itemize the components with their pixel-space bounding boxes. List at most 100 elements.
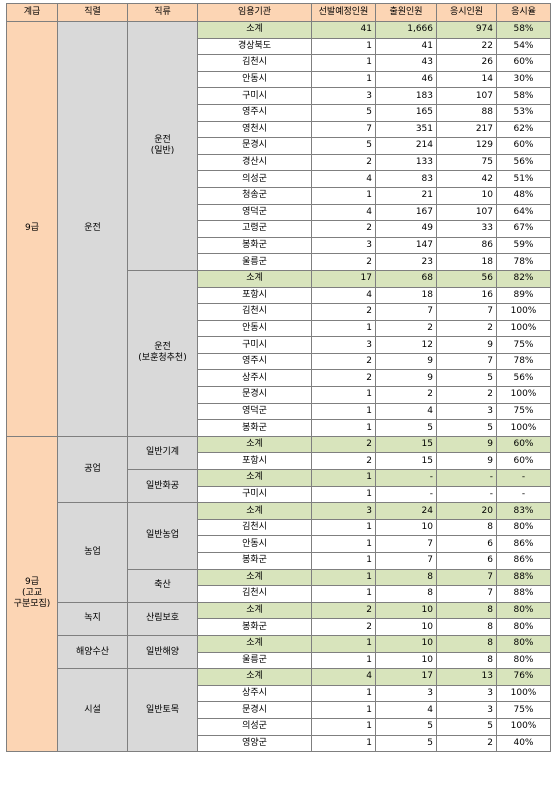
table-row: 구미시 1- - - (7, 485, 551, 504)
rate-cell: 86% (496, 535, 551, 553)
rate-cell: 100% (496, 386, 551, 404)
grade-cell: 9급 (6, 21, 58, 437)
org-cell: 고령군 (197, 220, 312, 238)
selected-cell: 1 (311, 485, 376, 504)
org-cell: 영양군 (197, 734, 312, 753)
org-cell: 청송군 (197, 186, 312, 205)
examinees-cell: 2 (436, 386, 497, 404)
selected-cell: 4 (311, 286, 376, 305)
rate-cell: 30% (496, 70, 551, 89)
rate-cell: 80% (496, 618, 551, 636)
applicants-cell: 7 (375, 303, 437, 321)
selected-cell: 17 (311, 269, 376, 288)
applicants-cell: 49 (375, 220, 437, 238)
examinees-cell: 6 (436, 552, 497, 570)
org-cell: 상주시 (197, 369, 312, 388)
applicants-cell: 4 (375, 701, 437, 719)
table-row: 상주시 1 3 3 100% (7, 684, 551, 703)
selected-cell: 1 (311, 552, 376, 570)
org-cell: 소계 (197, 601, 312, 620)
table-row: 상주시 2 9 5 56% (7, 369, 551, 388)
table-row: 봉화군 2 10 8 80% (7, 618, 551, 636)
selected-cell: 1 (311, 684, 376, 703)
org-cell: 소계 (197, 269, 312, 288)
table-row: 경상북도 1 41 22 54% (7, 37, 551, 56)
series-cell: 해양수산 (57, 634, 128, 670)
selected-cell: 1 (311, 319, 376, 338)
selected-cell: 1 (311, 402, 376, 421)
selected-cell: 2 (311, 352, 376, 371)
selected-cell: 2 (311, 601, 376, 620)
header-cell: 응시율 (496, 3, 551, 22)
type-cell: 운전 (보훈청추천) (127, 269, 198, 437)
org-cell: 문경시 (197, 701, 312, 719)
applicants-cell: 17 (375, 668, 437, 686)
subtotal-row: 시설 일반토목 소계 4 17 13 76% (7, 668, 551, 753)
examinees-cell: 217 (436, 120, 497, 139)
table-row: 김천시 2 7 7 100% (7, 303, 551, 321)
selected-cell: 1 (311, 634, 376, 653)
rate-cell: 78% (496, 253, 551, 271)
org-cell: 김천시 (197, 303, 312, 321)
org-cell: 소계 (197, 469, 312, 487)
rate-cell: - (496, 469, 551, 487)
grade-cell: 9급 (고교 구분모집) (6, 435, 58, 753)
applicants-cell: 10 (375, 634, 437, 653)
type-cell: 일반해양 (127, 634, 198, 670)
rate-cell: 75% (496, 402, 551, 421)
org-cell: 경상북도 (197, 37, 312, 56)
table-row: 봉화군 3 147 86 59% (7, 236, 551, 255)
series-cell: 시설 (57, 668, 128, 753)
applicants-cell: 147 (375, 236, 437, 255)
rate-cell: 89% (496, 286, 551, 305)
rate-cell: 86% (496, 552, 551, 570)
applicants-cell: 9 (375, 369, 437, 388)
rate-cell: 53% (496, 103, 551, 122)
rate-cell: 100% (496, 419, 551, 437)
applicants-cell: 2 (375, 319, 437, 338)
applicants-cell: 83 (375, 170, 437, 188)
applicants-cell: 12 (375, 336, 437, 354)
org-cell: 영덕군 (197, 402, 312, 421)
rate-cell: 82% (496, 269, 551, 288)
rate-cell: 80% (496, 651, 551, 670)
subtotal-row: 축산 소계 1 8 7 88% (7, 568, 551, 603)
rate-cell: 60% (496, 452, 551, 471)
table-row: 김천시 1 8 7 88% (7, 585, 551, 603)
rate-cell: 58% (496, 87, 551, 105)
org-cell: 구미시 (197, 87, 312, 105)
table-row: 문경시 5 214 129 60% (7, 137, 551, 155)
examinees-cell: 33 (436, 220, 497, 238)
applicants-cell: 351 (375, 120, 437, 139)
org-cell: 김천시 (197, 54, 312, 72)
applicants-cell: 133 (375, 153, 437, 172)
subtotal-row: 해양수산 일반해양 소계 1 10 8 80% (7, 634, 551, 670)
rate-cell: 76% (496, 668, 551, 686)
examinees-cell: 6 (436, 535, 497, 553)
applicants-cell: 1,666 (375, 21, 437, 39)
examinees-cell: 26 (436, 54, 497, 72)
examinees-cell: 974 (436, 21, 497, 39)
org-cell: 포항시 (197, 286, 312, 305)
applicants-cell: - (375, 469, 437, 487)
rate-cell: 56% (496, 153, 551, 172)
header-cell: 선발예정인원 (311, 3, 376, 22)
selected-cell: 4 (311, 170, 376, 188)
org-cell: 상주시 (197, 684, 312, 703)
selected-cell: 1 (311, 701, 376, 719)
examinees-cell: 2 (436, 734, 497, 753)
examinees-cell: 3 (436, 701, 497, 719)
selected-cell: 1 (311, 585, 376, 603)
org-cell: 포항시 (197, 452, 312, 471)
examinees-cell: 2 (436, 319, 497, 338)
table-row: 구미시 3 183 107 58% (7, 87, 551, 105)
type-cell: 일반화공 (127, 469, 198, 504)
series-cell: 공업 (57, 435, 128, 504)
applicants-cell: 10 (375, 651, 437, 670)
rate-cell: 88% (496, 568, 551, 587)
header-row: 계급 직렬 직류 임용기관 선발예정인원 출원인원 응시인원 응시율 (6, 3, 551, 22)
table-row: 영양군 1 5 2 40% (7, 734, 551, 753)
selected-cell: 3 (311, 236, 376, 255)
selected-cell: 2 (311, 435, 376, 454)
examinees-cell: 3 (436, 684, 497, 703)
